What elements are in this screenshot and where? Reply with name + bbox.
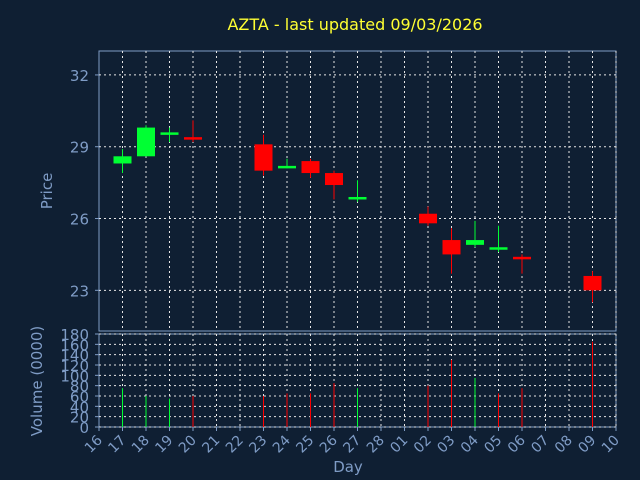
price-tick-label: 29 bbox=[70, 139, 89, 157]
price-y-ticks: 23 26 29 32 bbox=[70, 67, 99, 300]
x-tick-label: 08 bbox=[552, 433, 576, 457]
candle bbox=[137, 125, 155, 157]
candle bbox=[513, 254, 531, 274]
x-tick-label: 28 bbox=[364, 433, 388, 457]
volume-tick-label: 60 bbox=[70, 388, 89, 406]
candle bbox=[489, 225, 508, 253]
candle-body bbox=[583, 275, 602, 291]
candle bbox=[254, 134, 273, 176]
candle bbox=[184, 120, 202, 142]
price-tick-label: 23 bbox=[70, 282, 89, 300]
volume-bars bbox=[122, 341, 593, 427]
x-tick-label: 24 bbox=[270, 432, 294, 456]
x-axis-label: Day bbox=[333, 458, 363, 476]
x-tick-label: 04 bbox=[458, 432, 482, 456]
candles bbox=[113, 120, 602, 303]
x-tick-label: 10 bbox=[599, 433, 623, 457]
x-tick-label: 09 bbox=[575, 433, 599, 457]
x-ticks: 16 17 18 19 20 21 22 23 24 25 26 27 28 01 02 03 04 05 06 07… bbox=[82, 427, 623, 456]
candle-body bbox=[348, 196, 367, 200]
candle-body bbox=[466, 240, 484, 245]
x-tick-label: 18 bbox=[129, 433, 153, 457]
chart-title: AZTA - last updated 09/03/2026 bbox=[227, 15, 482, 34]
x-tick-label: 17 bbox=[105, 433, 129, 457]
candle bbox=[278, 158, 296, 169]
x-tick-label: 27 bbox=[340, 433, 364, 457]
volume-axis-label: Volume (0000) bbox=[28, 326, 46, 436]
x-tick-label: 05 bbox=[481, 433, 505, 457]
candle-body bbox=[489, 247, 508, 250]
x-tick-label: 26 bbox=[317, 432, 341, 456]
volume-tick-label: 180 bbox=[60, 326, 89, 344]
volume-tick-label: 100 bbox=[60, 367, 89, 385]
volume-tick-label: 20 bbox=[70, 409, 89, 427]
candle bbox=[348, 180, 367, 202]
x-tick-label: 03 bbox=[434, 433, 458, 457]
candle bbox=[419, 206, 437, 226]
x-tick-label: 07 bbox=[528, 433, 552, 457]
price-axis-label: Price bbox=[38, 173, 56, 210]
candle bbox=[160, 127, 179, 142]
x-tick-label: 20 bbox=[176, 433, 200, 457]
volume-tick-label: 0 bbox=[79, 419, 89, 437]
candle bbox=[113, 149, 132, 174]
price-tick-label: 26 bbox=[70, 211, 89, 229]
candle-body bbox=[160, 132, 179, 135]
candle bbox=[325, 170, 343, 200]
volume-grid bbox=[99, 333, 617, 428]
x-tick-label: 23 bbox=[246, 433, 270, 457]
volume-tick-label: 120 bbox=[60, 357, 89, 375]
candle-body bbox=[513, 256, 531, 260]
candle bbox=[583, 271, 602, 303]
candle bbox=[442, 228, 461, 274]
volume-tick-label: 140 bbox=[60, 347, 89, 365]
x-tick-label: 21 bbox=[199, 433, 223, 457]
candle-body bbox=[184, 137, 202, 140]
candle-body bbox=[113, 156, 132, 164]
x-tick-label: 02 bbox=[411, 433, 435, 457]
candle-body bbox=[419, 213, 437, 224]
x-tick-label: 25 bbox=[293, 433, 317, 457]
candle-body bbox=[442, 240, 461, 255]
x-tick-label: 01 bbox=[387, 433, 411, 457]
x-tick-label: 06 bbox=[505, 432, 529, 456]
candle-body bbox=[278, 165, 296, 169]
volume-tick-label: 40 bbox=[70, 398, 89, 416]
candle bbox=[301, 158, 320, 178]
candle bbox=[466, 220, 484, 248]
x-tick-label: 22 bbox=[223, 433, 247, 457]
volume-tick-label: 80 bbox=[70, 378, 89, 396]
candle-body bbox=[325, 173, 343, 186]
price-tick-label: 32 bbox=[70, 67, 89, 85]
candle-body bbox=[301, 161, 320, 174]
candle-body bbox=[137, 127, 155, 157]
volume-tick-label: 160 bbox=[60, 336, 89, 354]
candle-body bbox=[254, 144, 273, 171]
x-tick-label: 19 bbox=[152, 433, 176, 457]
